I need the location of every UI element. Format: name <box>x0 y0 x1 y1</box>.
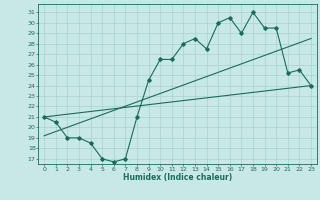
X-axis label: Humidex (Indice chaleur): Humidex (Indice chaleur) <box>123 173 232 182</box>
